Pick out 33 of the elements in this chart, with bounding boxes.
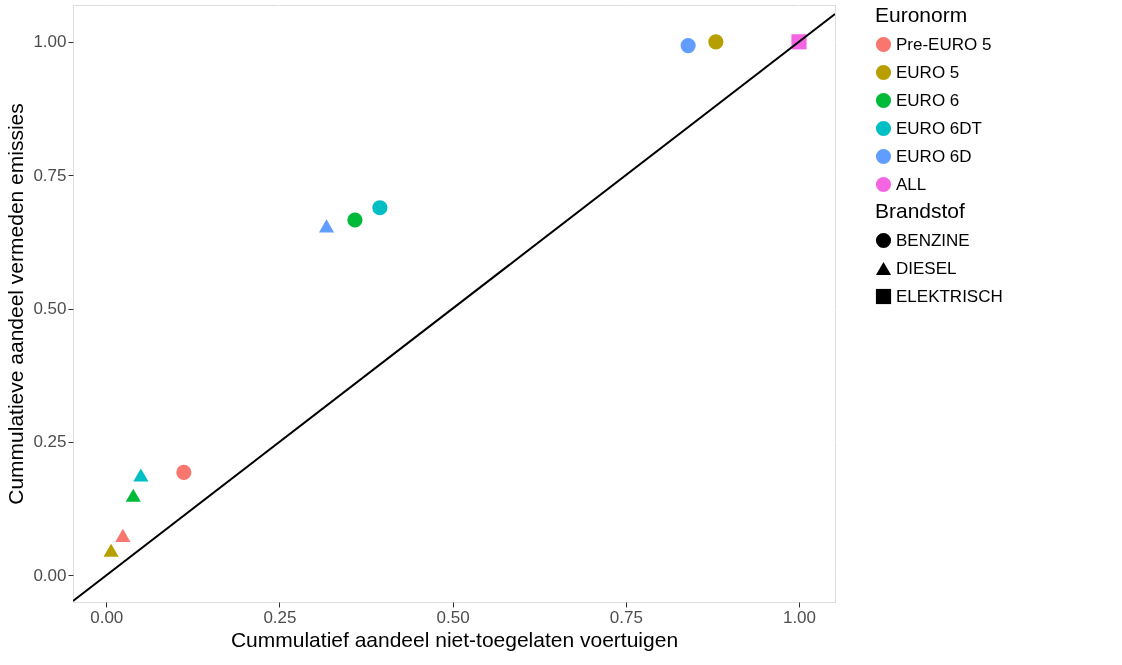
x-tick-label: 0.25 [263,607,297,627]
y-tick-label: 0.75 [33,165,67,185]
legend-label: BENZINE [896,230,970,250]
legend-label: EURO 6D [896,146,972,166]
text: Euronorm [875,3,968,26]
legend-label: EURO 6DT [896,118,982,138]
legend-label: EURO 5 [896,62,960,82]
y-axis-title: Cummulatieve aandeel vermeden emissies [4,103,28,505]
legend-label: EURO 6 [896,90,960,110]
point [133,468,149,482]
point [680,37,696,54]
x-tick-label: 0.50 [436,607,470,627]
x-tick-label: 0.00 [90,607,124,627]
y-tick-label: 0.00 [33,565,67,585]
point [115,528,131,542]
point [318,219,335,233]
point [372,200,388,216]
legend-label: ALL [896,174,927,194]
point [103,543,119,557]
point [708,34,724,50]
y-tick-label: 0.25 [33,432,67,452]
x-tick-label: 1.00 [782,607,817,627]
legend-label: Pre-EURO 5 [896,34,992,54]
point [125,488,141,502]
text: Brandstof [875,199,965,222]
y-tick-label: 0.50 [33,299,67,319]
x-tick-label: 0.75 [609,607,643,627]
legend-label: DIESEL [896,258,957,278]
point [176,464,192,480]
y-tick-label: 1.00 [33,32,67,52]
x-axis-title: Cummulatief aandeel niet-toegelaten voertuigen [230,627,679,651]
point [347,212,363,228]
legend-label: ELEKTRISCH [896,286,1003,306]
